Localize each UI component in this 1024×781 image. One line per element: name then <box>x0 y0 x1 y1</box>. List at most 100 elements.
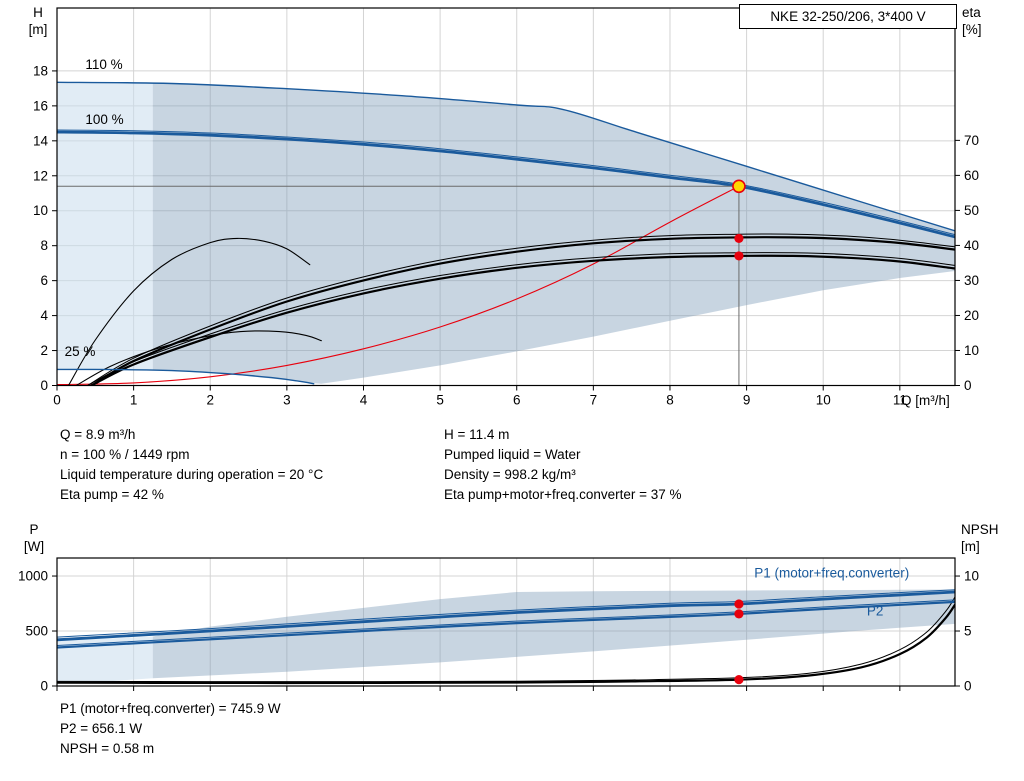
speed-curve-110pct <box>57 81 955 232</box>
eta-pump <box>90 236 955 386</box>
operating-range-low-flow <box>57 82 153 371</box>
y-left-tick-label: 10 <box>33 203 48 218</box>
label-25pct: 25 % <box>65 344 96 359</box>
eta-axis-symbol: eta <box>962 5 981 20</box>
info-density: Density = 998.2 kg/m³ <box>444 467 576 482</box>
eta-axis-label: eta [%] <box>962 4 982 38</box>
y-left-tick-label: 12 <box>33 168 48 183</box>
info-speed: n = 100 % / 1449 rpm <box>60 447 190 462</box>
eta-curve-25pct-pump <box>67 237 311 386</box>
gridlines <box>57 8 955 386</box>
x-tick-label: 5 <box>436 393 444 408</box>
power-plot-area <box>57 558 955 686</box>
npsh-axis-symbol: NPSH <box>961 522 999 537</box>
value-dot-marker <box>734 233 744 244</box>
x-tick-label: 9 <box>743 393 751 408</box>
power-info: P1 (motor+freq.converter) = 745.9 W P2 =… <box>60 699 281 759</box>
info-npsh: NPSH = 0.58 m <box>60 741 155 756</box>
y-left-tick-label: 0 <box>40 679 48 694</box>
info-liquid-temperature: Liquid temperature during operation = 20… <box>60 467 324 482</box>
head-axis-unit: [m] <box>28 22 48 37</box>
info-p2: P2 = 656.1 W <box>60 721 143 736</box>
y-right-tick-label: 0 <box>964 378 972 393</box>
power-axis-unit: [W] <box>23 539 45 554</box>
plot-frame <box>56 557 956 687</box>
y-right-tick-label: 60 <box>964 168 979 183</box>
y-right-tick-label: 0 <box>964 679 972 694</box>
qh-plot-area <box>57 8 955 386</box>
y-right-tick-label: 30 <box>964 273 979 288</box>
info-pumped-liquid: Pumped liquid = Water <box>444 447 581 462</box>
speed-curve-100pct-thin <box>57 129 955 236</box>
speed-curve-100pct <box>57 130 955 239</box>
duty-info-right: H = 11.4 m Pumped liquid = Water Density… <box>444 425 682 505</box>
info-flow: Q = 8.9 m³/h <box>60 427 136 442</box>
head-axis-label: H [m] <box>20 4 56 38</box>
value-dot-marker <box>734 609 744 619</box>
y-left-tick-label: 2 <box>40 343 48 358</box>
y-right-tick-label: 40 <box>964 238 979 253</box>
plot-frame <box>56 7 956 387</box>
y-left-tick-label: 8 <box>40 238 48 253</box>
y-right-tick-label: 70 <box>964 133 979 148</box>
duty-info-left: Q = 8.9 m³/h n = 100 % / 1449 rpm Liquid… <box>60 425 323 505</box>
power-chart: 0 500 1000 0 5 10 P1 (motor+freq.converter) P2 <box>18 557 979 694</box>
p1-curve <box>57 590 955 642</box>
power-axis-symbol: P <box>29 522 39 537</box>
p2-curve <box>57 600 955 649</box>
npsh-curve-upper <box>57 596 955 683</box>
head-axis-symbol: H <box>33 5 43 20</box>
eta-axis-unit: [%] <box>962 22 982 37</box>
x-tick-label: 11 <box>893 393 907 408</box>
y-left-tick-label: 16 <box>33 98 48 113</box>
x-tick-label: 7 <box>590 393 598 408</box>
x-tick-label: 3 <box>283 393 291 408</box>
value-dot-marker <box>734 675 744 685</box>
flow-axis-label: Q [m³/h] <box>901 393 950 408</box>
y-right-tick-label: 10 <box>964 569 979 584</box>
x-tick-label: 10 <box>816 393 831 408</box>
y-left-tick-label: 0 <box>40 378 48 393</box>
info-p1: P1 (motor+freq.converter) = 745.9 W <box>60 701 281 716</box>
eta-total-upper <box>87 252 955 386</box>
axis-ticks: 0 500 1000 0 5 10 <box>18 569 979 694</box>
npsh-axis-unit: [m] <box>961 539 980 554</box>
power-envelope <box>152 589 955 679</box>
p1-curve-thin <box>57 589 955 638</box>
x-tick-label: 1 <box>130 393 138 408</box>
x-tick-label: 4 <box>360 393 368 408</box>
power-axis-label: P [W] <box>16 521 52 555</box>
pump-type-title: NKE 32-250/206, 3*400 V <box>739 4 957 29</box>
x-tick-label: 2 <box>206 393 214 408</box>
duty-point-marker <box>732 179 746 194</box>
info-eta-pump: Eta pump = 42 % <box>60 487 164 502</box>
y-left-tick-label: 500 <box>25 624 48 639</box>
system-curve <box>57 185 740 386</box>
npsh-curve <box>57 603 955 685</box>
value-dot-marker <box>734 251 744 261</box>
y-left-tick-label: 18 <box>33 63 48 78</box>
label-100pct: 100 % <box>85 112 123 127</box>
x-tick-label: 0 <box>53 393 61 408</box>
npsh-axis-label: NPSH [m] <box>961 521 999 555</box>
info-eta-total: Eta pump+motor+freq.converter = 37 % <box>444 487 682 502</box>
power-range-low-flow <box>57 636 153 683</box>
eta-total <box>90 254 955 386</box>
y-right-tick-label: 50 <box>964 203 979 218</box>
value-dot-marker <box>734 599 744 609</box>
y-right-tick-label: 20 <box>964 308 979 323</box>
y-left-tick-label: 1000 <box>18 569 48 584</box>
info-head: H = 11.4 m <box>444 427 510 442</box>
y-left-tick-label: 14 <box>33 133 49 148</box>
y-left-tick-label: 6 <box>40 273 48 288</box>
x-tick-label: 8 <box>666 393 674 408</box>
x-tick-label: 6 <box>513 393 521 408</box>
y-left-tick-label: 4 <box>40 308 48 323</box>
operating-envelope <box>152 83 955 384</box>
p2-curve-thin <box>57 599 955 646</box>
label-p2: P2 <box>867 604 884 619</box>
